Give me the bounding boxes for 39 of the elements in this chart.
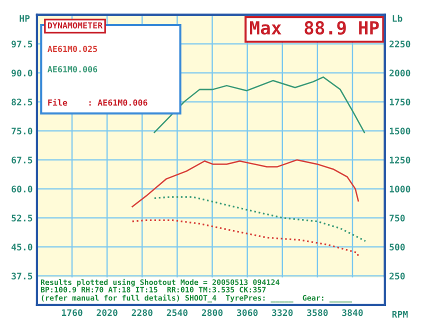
x-tick-label: 1760 (62, 309, 82, 316)
x-tick-label: 3580 (307, 309, 328, 316)
x-tick-label: 2020 (96, 309, 118, 316)
y-tick-label: 75.0 (12, 128, 32, 134)
line-series (154, 76, 366, 134)
y-axis-title: HP (20, 15, 30, 22)
x-tick-label: 2800 (202, 309, 223, 316)
y-tick-label: 45.0 (12, 244, 32, 250)
x-tick-label: 2540 (166, 309, 188, 316)
x-axis-title: RPM (392, 310, 408, 318)
annotation: DYNAMOMETER (48, 22, 103, 29)
x-tick-label: 3060 (237, 309, 258, 316)
y-tick-label: 52.5 (12, 214, 32, 222)
y2-tick-label: 250 (390, 272, 405, 280)
y-tick-label: 37.5 (12, 272, 32, 280)
y2-tick-label: 1000 (390, 186, 410, 192)
y-tick-label: 67.5 (12, 156, 32, 164)
x-tick-label: 3320 (272, 309, 293, 316)
chart-title: Max 88.9 HP (250, 20, 379, 35)
line-series (154, 196, 366, 242)
line-series (132, 159, 359, 208)
x-tick-label: 3840 (342, 309, 363, 316)
y-tick-label: 60.0 (12, 186, 32, 192)
y2-tick-label: 500 (390, 244, 405, 250)
y2-tick-label: 1750 (390, 98, 410, 106)
y2-tick-label: 1500 (390, 128, 410, 134)
text: AE61M0.025 (48, 46, 98, 52)
x-tick-label: 2280 (132, 309, 152, 316)
y2-tick-label: 750 (390, 214, 405, 222)
line-series (131, 219, 360, 258)
y2-tick-label: 2000 (390, 70, 410, 76)
y-tick-label: 97.5 (12, 40, 32, 48)
y2-tick-label: 2250 (390, 40, 410, 48)
text: AE61M0.006 (48, 66, 98, 72)
annotation: File : AE61M0.006 (48, 98, 148, 106)
y-tick-label: 82.5 (12, 98, 32, 106)
y-tick-label: 90.0 (12, 70, 32, 76)
y2-axis-title: Lb (392, 14, 402, 22)
y2-tick-label: 1250 (390, 156, 410, 164)
